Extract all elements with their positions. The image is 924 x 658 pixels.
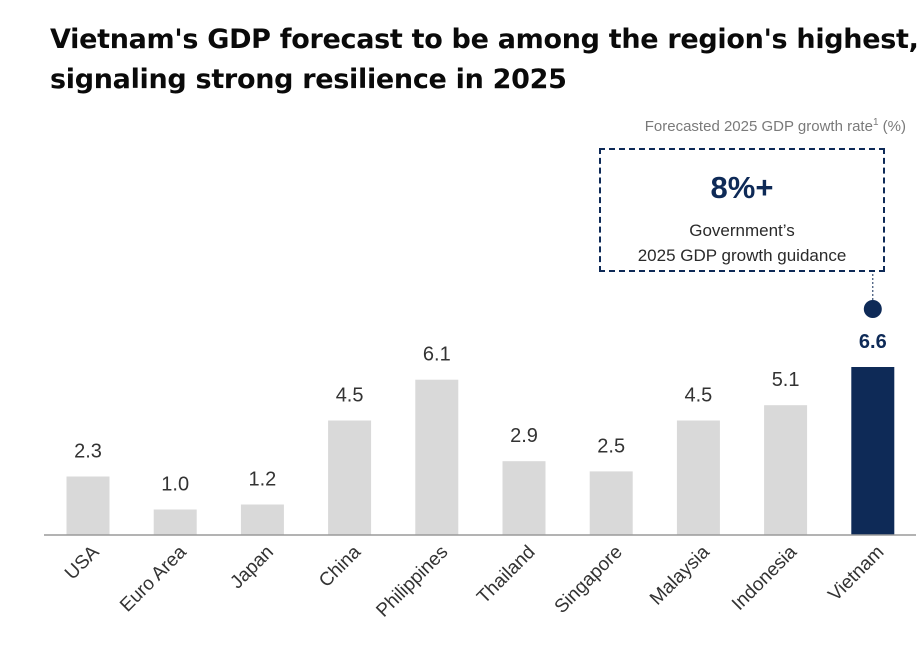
guidance-text-line-2: 2025 GDP growth guidance [637,246,847,265]
value-label-japan: 1.2 [248,469,276,491]
chart-subtitle: Forecasted 2025 GDP growth rate1 (%) [645,117,906,135]
category-labels-group: USA Euro Area Japan China Philippines Thailan… [61,541,888,621]
category-label-vietnam: Vietnam [824,542,888,606]
value-labels-group: 2.3 1.0 1.2 4.5 6.1 2.9 2.5 4.5 5.1 6.6 [74,331,887,496]
guidance-text-line-1: Government’s [689,221,795,240]
bar-japan [240,504,284,535]
category-label-euro-area: Euro Area [116,541,191,616]
category-label-indonesia: Indonesia [728,541,801,614]
bar-thailand [502,461,546,535]
category-label-singapore: Singapore [551,542,627,618]
chart-title-line-1: Vietnam's GDP forecast to be among the r… [50,24,919,55]
bar-usa [66,476,110,535]
category-label-malaysia: Malaysia [646,541,714,609]
value-label-usa: 2.3 [74,441,102,463]
value-label-china: 4.5 [336,385,364,407]
value-label-philippines: 6.1 [423,344,451,366]
callout-connector [863,274,882,318]
callout-marker-dot [863,300,882,318]
bar-singapore [589,471,633,535]
guidance-callout-box: 8%+ Government’s 2025 GDP growth guidanc… [599,148,885,272]
value-label-vietnam: 6.6 [859,331,887,353]
subtitle-text: Forecasted 2025 GDP growth rate [644,118,873,135]
guidance-headline: 8%+ [710,170,774,205]
bar-malaysia [676,420,720,535]
subtitle-footnote: 1 [872,117,879,128]
bar-vietnam [851,367,895,535]
bars-group [66,367,895,535]
bar-philippines [415,379,459,535]
chart-title-line-2: signaling strong resilience in 2025 [50,64,567,95]
value-label-thailand: 2.9 [510,425,538,447]
category-label-usa: USA [61,541,104,584]
category-label-philippines: Philippines [372,542,452,622]
category-label-japan: Japan [226,542,277,593]
value-label-malaysia: 4.5 [684,385,712,407]
bar-euro-area [153,509,197,535]
category-label-thailand: Thailand [473,542,539,608]
subtitle-unit: (%) [878,118,906,135]
bar-indonesia [764,405,808,535]
value-label-indonesia: 5.1 [772,369,800,391]
bar-china [328,420,372,535]
value-label-euro-area: 1.0 [161,474,189,496]
value-label-singapore: 2.5 [597,435,625,457]
category-label-china: China [315,541,365,591]
chart-title: Vietnam's GDP forecast to be among the r… [50,20,920,100]
